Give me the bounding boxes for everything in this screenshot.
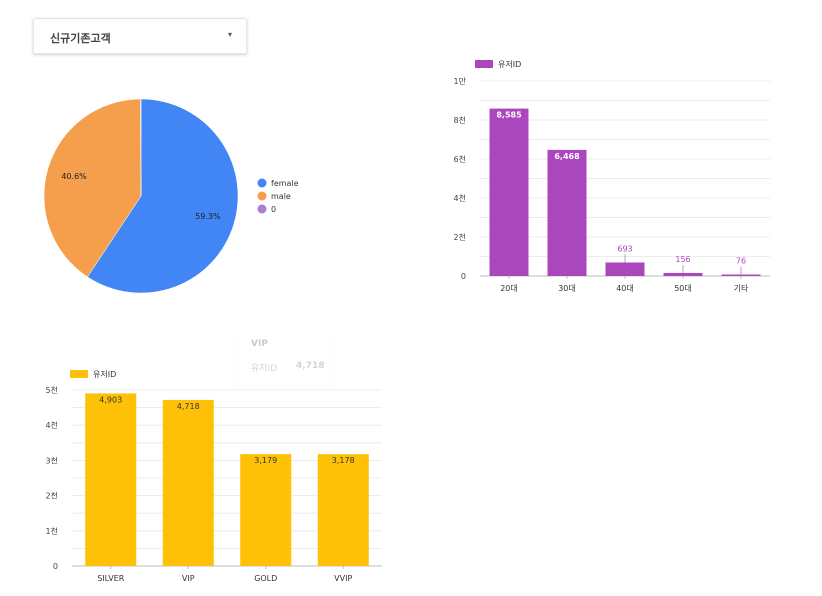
grade-bar-chart: 0 1천 2천 3천 4천 5천 SILVER 4,903 VIP 4,718 GOLD 3,179 V… [46,370,382,583]
data-label: 4,903 [99,395,122,404]
data-label: 6,468 [554,152,580,161]
bar-tooltip: VIP 유저ID 4,718 [238,325,333,385]
legend-swatch [70,370,88,378]
data-label: 4,718 [177,402,200,411]
y-tick-label: 4천 [454,193,466,203]
legend-label: 유저ID [498,60,521,69]
bar [663,272,703,276]
x-tick-label: 50대 [674,284,692,293]
x-tick-label: VVIP [334,574,352,583]
tooltip-title: VIP [251,339,268,349]
bar [162,399,214,566]
legend-label: 유저ID [93,370,116,379]
bar [605,262,645,276]
x-tick-label: 기타 [734,284,749,293]
pie-slice-female [87,98,239,294]
legend-label-0: 0 [271,205,276,214]
chevron-down-icon: ▾ [227,30,232,39]
y-tick-label: 4천 [46,420,58,430]
y-tick-label: 1만 [454,77,467,86]
bar [489,108,529,276]
data-label: 3,179 [254,456,277,465]
y-tick-label: 2천 [46,491,58,501]
y-tick-label: 0 [461,272,466,281]
tooltip-value: 4,718 [296,361,325,371]
x-tick-label: GOLD [254,574,277,583]
legend-marker-female [257,178,267,188]
dropdown-selected-value: 신규기존고객 [50,32,111,45]
y-tick-label: 0 [53,562,58,571]
y-tick-label: 5천 [46,385,58,395]
y-tick-label: 8천 [454,115,466,125]
x-tick-label: 40대 [616,284,634,293]
legend-marker-male [257,191,267,201]
x-tick-label: 20대 [500,284,518,293]
pie-slice-0 [140,98,142,197]
data-label: 156 [675,255,690,264]
x-tick-label: 30대 [558,284,576,293]
pie-value-label: 59.3% [195,212,221,221]
customer-type-dropdown[interactable]: 신규기존고객 ▾ [33,18,247,54]
data-label: 8,585 [496,111,522,120]
data-label: 3,178 [332,456,355,465]
tooltip-key: 유저ID [251,364,278,374]
pie-slice-male [43,98,142,278]
bar [317,454,369,566]
age-bar-chart: 0 2천 4천 6천 8천 1만 20대 8,585 30대 6,468 40대 693 50대 156 기… [454,60,770,293]
gender-pie-chart: 59.3% 40.6% female male 0 [43,98,299,294]
y-tick-label: 6천 [454,154,466,164]
legend-marker-0 [257,204,267,214]
y-tick-label: 1천 [46,526,58,536]
y-tick-label: 3천 [46,455,58,465]
pie-value-label: 40.6% [61,172,87,181]
bar [85,393,137,566]
data-label: 76 [736,257,746,266]
bar [547,149,587,276]
x-tick-label: SILVER [97,574,125,583]
legend-label-male: male [271,192,291,201]
legend-swatch [475,60,493,68]
data-label: 693 [617,244,632,253]
x-tick-label: VIP [182,574,195,583]
bar [240,454,292,566]
bar [721,274,761,276]
legend-label-female: female [271,179,299,188]
y-tick-label: 2천 [454,232,466,242]
